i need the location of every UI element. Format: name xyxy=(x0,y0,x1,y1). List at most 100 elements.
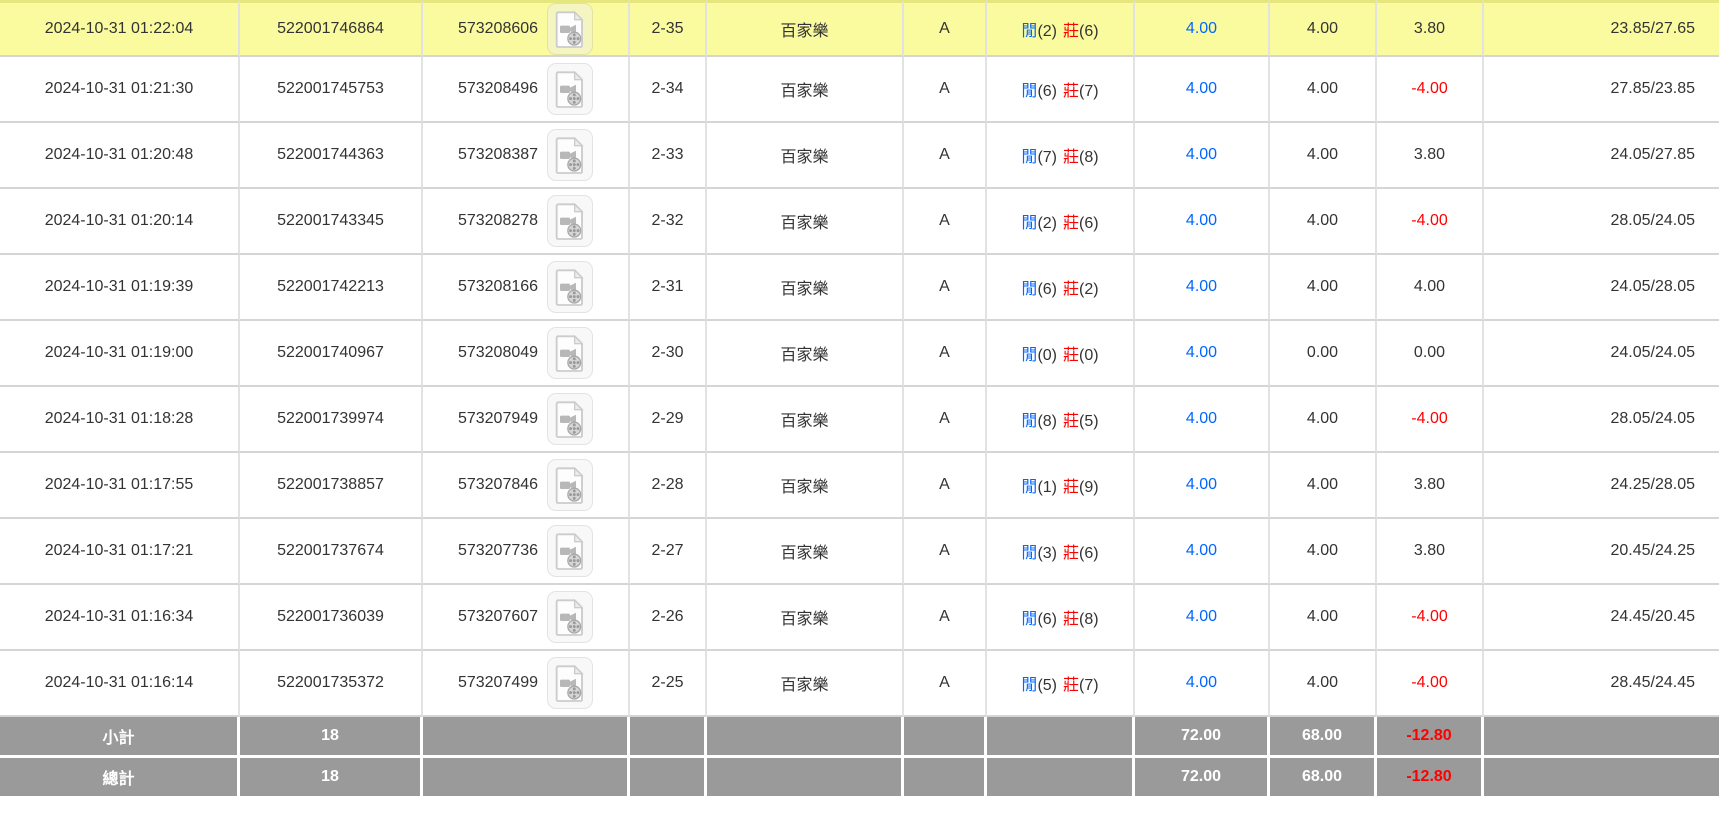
game-type: 百家樂 xyxy=(707,57,904,123)
video-replay-button[interactable] xyxy=(547,525,594,577)
table-code: A xyxy=(904,189,987,255)
video-replay-button[interactable] xyxy=(547,591,594,643)
video-record-icon xyxy=(555,70,584,108)
video-replay-button[interactable] xyxy=(547,327,594,379)
video-replay-button[interactable] xyxy=(547,195,594,247)
video-record-icon xyxy=(555,400,584,438)
balance: 24.45/20.45 xyxy=(1484,585,1719,651)
grand-total-win-loss: -12.80 xyxy=(1377,758,1484,799)
banker-result-score: (7) xyxy=(1079,83,1099,100)
valid-amount: 0.00 xyxy=(1270,321,1377,387)
game-result: 閒(6) 莊(7) xyxy=(987,57,1135,123)
banker-result-label: 莊 xyxy=(1063,23,1080,40)
video-record-icon xyxy=(555,10,584,48)
video-replay-button[interactable] xyxy=(547,393,594,445)
round-number: 2-35 xyxy=(630,0,707,57)
win-loss: 3.80 xyxy=(1377,123,1484,189)
bet-amount: 4.00 xyxy=(1135,321,1270,387)
balance: 24.05/27.85 xyxy=(1484,123,1719,189)
bet-amount: 4.00 xyxy=(1135,519,1270,585)
video-record-icon xyxy=(555,202,584,240)
valid-amount: 4.00 xyxy=(1270,255,1377,321)
table-code: A xyxy=(904,387,987,453)
game-result: 閒(3) 莊(6) xyxy=(987,519,1135,585)
win-loss: 0.00 xyxy=(1377,321,1484,387)
game-id: 573207607 xyxy=(457,608,539,625)
round-number: 2-27 xyxy=(630,519,707,585)
banker-result-score: (8) xyxy=(1079,149,1099,166)
subtotal-bet-amount: 72.00 xyxy=(1135,717,1270,758)
game-id: 573207846 xyxy=(457,476,539,493)
round-number: 2-33 xyxy=(630,123,707,189)
round-number: 2-29 xyxy=(630,387,707,453)
video-replay-button[interactable] xyxy=(547,129,594,181)
banker-result-score: (6) xyxy=(1079,215,1099,232)
balance: 28.05/24.05 xyxy=(1484,387,1719,453)
valid-amount: 4.00 xyxy=(1270,123,1377,189)
banker-result-score: (6) xyxy=(1079,545,1099,562)
game-round-id-cell: 573208278 xyxy=(423,189,630,255)
banker-result-label: 莊 xyxy=(1063,413,1080,430)
banker-result-score: (7) xyxy=(1079,677,1099,694)
bet-amount: 4.00 xyxy=(1135,0,1270,57)
banker-result-score: (2) xyxy=(1079,281,1099,298)
grand-total-row: 總計 18 72.00 68.00 -12.80 xyxy=(0,758,1719,799)
game-id: 573208049 xyxy=(457,344,539,361)
bet-time: 2024-10-31 01:17:55 xyxy=(0,453,240,519)
game-id: 573208606 xyxy=(457,20,539,37)
valid-amount: 4.00 xyxy=(1270,0,1377,57)
bet-id: 522001735372 xyxy=(240,651,423,717)
game-id: 573207499 xyxy=(457,674,539,691)
bet-time: 2024-10-31 01:22:04 xyxy=(0,0,240,57)
bet-amount: 4.00 xyxy=(1135,123,1270,189)
video-replay-button[interactable] xyxy=(547,657,594,709)
banker-result-label: 莊 xyxy=(1063,611,1080,628)
game-id: 573208496 xyxy=(457,80,539,97)
valid-amount: 4.00 xyxy=(1270,519,1377,585)
player-result-label: 閒 xyxy=(1021,23,1038,40)
balance: 28.05/24.05 xyxy=(1484,189,1719,255)
bet-amount: 4.00 xyxy=(1135,189,1270,255)
game-round-id-cell: 573207949 xyxy=(423,387,630,453)
player-result-label: 閒 xyxy=(1021,677,1038,694)
banker-result-score: (9) xyxy=(1079,479,1099,496)
video-replay-button[interactable] xyxy=(547,261,594,313)
table-row: 2024-10-31 01:17:55 522001738857 5732078… xyxy=(0,453,1719,519)
bet-id: 522001740967 xyxy=(240,321,423,387)
game-result: 閒(7) 莊(8) xyxy=(987,123,1135,189)
game-result: 閒(6) 莊(8) xyxy=(987,585,1135,651)
banker-result-label: 莊 xyxy=(1063,281,1080,298)
video-record-icon xyxy=(555,664,584,702)
bet-time: 2024-10-31 01:20:48 xyxy=(0,123,240,189)
win-loss: -4.00 xyxy=(1377,651,1484,717)
subtotal-win-loss: -12.80 xyxy=(1377,717,1484,758)
table-row: 2024-10-31 01:18:28 522001739974 5732079… xyxy=(0,387,1719,453)
video-record-icon xyxy=(555,136,584,174)
bet-amount: 4.00 xyxy=(1135,57,1270,123)
banker-result-label: 莊 xyxy=(1063,83,1080,100)
bet-id: 522001738857 xyxy=(240,453,423,519)
video-replay-button[interactable] xyxy=(547,63,594,115)
player-result-score: (3) xyxy=(1037,545,1057,562)
game-result: 閒(2) 莊(6) xyxy=(987,189,1135,255)
bet-id: 522001744363 xyxy=(240,123,423,189)
valid-amount: 4.00 xyxy=(1270,189,1377,255)
video-replay-button[interactable] xyxy=(547,459,594,511)
player-result-label: 閒 xyxy=(1021,83,1038,100)
player-result-label: 閒 xyxy=(1021,545,1038,562)
table-row: 2024-10-31 01:16:34 522001736039 5732076… xyxy=(0,585,1719,651)
video-record-icon xyxy=(555,268,584,306)
win-loss: 3.80 xyxy=(1377,519,1484,585)
game-round-id-cell: 573207736 xyxy=(423,519,630,585)
balance: 24.25/28.05 xyxy=(1484,453,1719,519)
game-round-id-cell: 573207607 xyxy=(423,585,630,651)
player-result-label: 閒 xyxy=(1021,479,1038,496)
game-id: 573208166 xyxy=(457,278,539,295)
game-result: 閒(8) 莊(5) xyxy=(987,387,1135,453)
round-number: 2-31 xyxy=(630,255,707,321)
video-record-icon xyxy=(555,598,584,636)
grand-total-valid-amount: 68.00 xyxy=(1270,758,1377,799)
game-type: 百家樂 xyxy=(707,0,904,57)
video-replay-button[interactable] xyxy=(547,3,594,55)
balance: 24.05/24.05 xyxy=(1484,321,1719,387)
